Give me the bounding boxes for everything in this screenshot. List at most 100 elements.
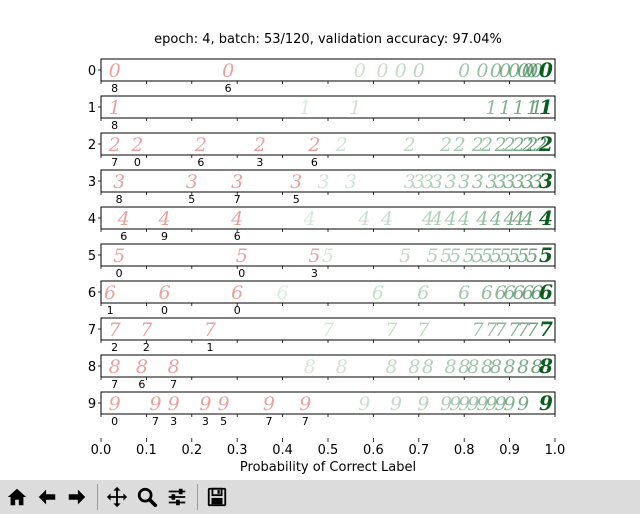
predicted-label: 0 — [234, 304, 241, 317]
correct-digit-mark: 1 — [499, 97, 511, 119]
correct-digit-mark: 0 — [526, 60, 538, 82]
correct-digit-mark: 1 — [539, 95, 553, 119]
correct-digit-mark: 6 — [513, 282, 525, 304]
save-button[interactable] — [203, 483, 231, 511]
x-tick-label: 1.0 — [545, 443, 566, 458]
correct-digit-mark: 2 — [335, 134, 348, 156]
x-tick-label: 0.1 — [136, 443, 157, 458]
row-label: 3 — [88, 175, 96, 190]
predicted-label: 7 — [152, 415, 159, 428]
predicted-label: 8 — [111, 119, 118, 132]
predicted-label: 0 — [116, 267, 123, 280]
misclassified-digit-mark: 0 — [222, 60, 234, 82]
correct-digit-mark: 9 — [485, 393, 497, 415]
move-icon — [106, 486, 128, 508]
correct-digit-mark: 3 — [513, 171, 525, 193]
configure-subplots-button[interactable] — [163, 483, 191, 511]
correct-digit-mark: 5 — [508, 245, 520, 267]
predicted-label: 0 — [111, 415, 118, 428]
correct-digit-mark: 3 — [458, 171, 470, 193]
home-button[interactable] — [3, 483, 31, 511]
predicted-label: 6 — [197, 156, 204, 169]
forward-button[interactable] — [63, 483, 91, 511]
correct-digit-mark: 0 — [413, 60, 425, 82]
predicted-label: 3 — [311, 267, 318, 280]
correct-digit-mark: 6 — [481, 282, 493, 304]
correct-digit-mark: 9 — [467, 393, 479, 415]
predicted-label: 7 — [111, 378, 118, 391]
navigation-toolbar — [0, 480, 640, 514]
zoom-button[interactable] — [133, 483, 161, 511]
correct-digit-mark: 4 — [503, 208, 516, 230]
misclassified-digit-mark: 3 — [231, 171, 243, 193]
misclassified-digit-mark: 3 — [290, 171, 302, 193]
save-icon — [207, 487, 227, 507]
misclassified-digit-mark: 8 — [136, 356, 148, 378]
correct-digit-mark: 6 — [539, 280, 553, 304]
correct-digit-mark: 1 — [513, 97, 525, 119]
correct-digit-mark: 3 — [539, 169, 553, 193]
predicted-label: 5 — [293, 193, 300, 206]
row-label: 1 — [88, 101, 96, 116]
correct-digit-mark: 8 — [531, 356, 543, 378]
correct-digit-mark: 4 — [539, 206, 553, 230]
x-tick-label: 0.7 — [408, 443, 429, 458]
digit-row-7: 7 7 7 7 7 77 777 77 7 72 2 1 — [88, 317, 556, 354]
correct-digit-mark: 8 — [467, 356, 479, 378]
row-label: 0 — [88, 64, 96, 79]
correct-digit-mark: 6 — [277, 282, 289, 304]
correct-digit-mark: 1 — [526, 97, 538, 119]
pan-button[interactable] — [103, 483, 131, 511]
correct-digit-mark: 3 — [504, 171, 516, 193]
misclassified-digit-mark: 2 — [108, 134, 121, 156]
correct-digit-mark: 3 — [445, 171, 457, 193]
figure: epoch: 4, batch: 53/120, validation accu… — [87, 32, 566, 475]
correct-digit-mark: 3 — [345, 171, 357, 193]
correct-digit-mark: 6 — [504, 282, 516, 304]
predicted-label: 6 — [234, 230, 241, 243]
correct-digit-mark: 9 — [440, 393, 452, 415]
misclassified-digit-mark: 9 — [299, 393, 311, 415]
predicted-label: 0 — [238, 267, 245, 280]
misclassified-digit-mark: 9 — [263, 393, 275, 415]
misclassified-digit-mark: 0 — [109, 60, 121, 82]
x-tick-label: 0.2 — [181, 443, 202, 458]
x-tick-label: 0.5 — [318, 443, 339, 458]
correct-digit-mark: 5 — [426, 245, 438, 267]
correct-digit-mark: 8 — [538, 354, 553, 378]
misclassified-digit-mark: 9 — [109, 393, 121, 415]
predicted-label: 3 — [256, 156, 263, 169]
correct-digit-mark: 5 — [499, 245, 511, 267]
correct-digit-mark: 2 — [493, 134, 506, 156]
correct-digit-mark: 5 — [463, 245, 475, 267]
correct-digit-mark: 5 — [481, 245, 493, 267]
correct-digit-mark: 7 — [539, 317, 553, 341]
correct-digit-mark: 1 — [531, 97, 543, 119]
correct-digit-mark: 3 — [422, 171, 434, 193]
correct-digit-mark: 9 — [539, 391, 553, 415]
correct-digit-mark: 5 — [539, 243, 553, 267]
misclassified-digit-mark: 5 — [236, 245, 248, 267]
misclassified-digit-mark: 7 — [204, 319, 217, 341]
arrow-left-icon — [38, 489, 56, 505]
predicted-label: 2 — [143, 341, 150, 354]
predicted-label: 9 — [161, 230, 168, 243]
misclassified-digit-mark: 2 — [253, 134, 266, 156]
misclassified-digit-mark: 9 — [168, 393, 180, 415]
correct-digit-mark: 5 — [526, 245, 538, 267]
row-label: 8 — [88, 360, 96, 375]
misclassified-digit-mark: 6 — [159, 282, 171, 304]
correct-digit-mark: 3 — [404, 171, 416, 193]
plot-canvas: epoch: 4, batch: 53/120, validation accu… — [88, 32, 566, 475]
correct-digit-mark: 2 — [480, 134, 493, 156]
misclassified-digit-mark: 6 — [104, 282, 116, 304]
correct-digit-mark: 2 — [439, 134, 452, 156]
back-button[interactable] — [33, 483, 61, 511]
home-icon — [7, 488, 27, 506]
correct-digit-mark: 1 — [485, 97, 497, 119]
correct-digit-mark: 7 — [494, 319, 507, 341]
correct-digit-mark: 9 — [449, 393, 461, 415]
correct-digit-mark: 4 — [421, 208, 434, 230]
correct-digit-mark: 0 — [499, 60, 511, 82]
